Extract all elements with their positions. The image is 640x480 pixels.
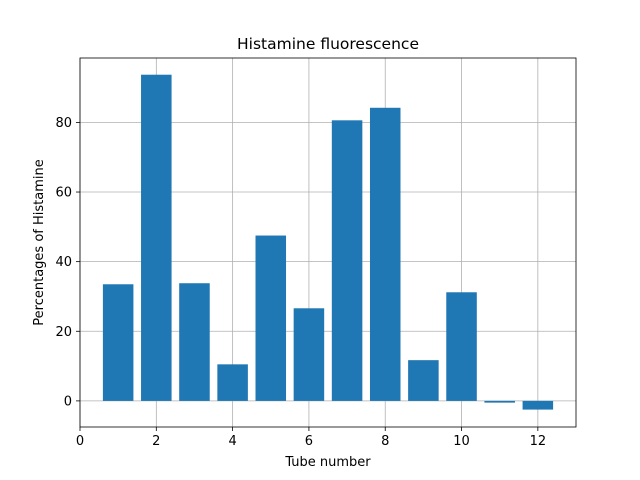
y-tick-label: 40 <box>55 255 72 270</box>
x-axis-ticks: 0 2 4 6 8 10 12 <box>76 427 546 449</box>
bar-tube-3 <box>179 283 210 401</box>
x-tick-label: 2 <box>152 434 160 449</box>
bar-tube-11 <box>484 400 515 403</box>
x-tick-label: 10 <box>453 434 470 449</box>
y-tick-label: 60 <box>55 186 72 201</box>
bars <box>102 74 554 410</box>
bar-tube-10 <box>446 292 477 401</box>
bar-tube-5 <box>255 235 287 401</box>
y-axis-label: Percentages of Histamine <box>32 159 47 325</box>
x-tick-label: 8 <box>381 434 389 449</box>
y-tick-label: 80 <box>55 116 72 131</box>
bar-tube-2 <box>141 74 172 401</box>
x-tick-label: 0 <box>76 434 84 449</box>
bar-tube-12 <box>522 400 554 410</box>
y-axis-ticks: 0 20 40 60 80 <box>55 116 80 409</box>
bar-tube-4 <box>217 364 248 401</box>
bar-tube-6 <box>293 308 325 401</box>
bar-tube-1 <box>102 284 134 401</box>
bar-tube-7 <box>331 120 363 401</box>
y-tick-label: 20 <box>55 325 72 340</box>
plot-frame <box>79 57 577 428</box>
x-tick-label: 12 <box>530 434 547 449</box>
bar-tube-9 <box>408 360 439 401</box>
bar-tube-8 <box>369 107 401 401</box>
x-axis-label: Tube number <box>284 455 371 470</box>
chart-title: Histamine fluorescence <box>237 35 419 53</box>
x-tick-label: 6 <box>305 434 313 449</box>
y-tick-label: 0 <box>64 394 72 409</box>
x-tick-label: 4 <box>228 434 236 449</box>
